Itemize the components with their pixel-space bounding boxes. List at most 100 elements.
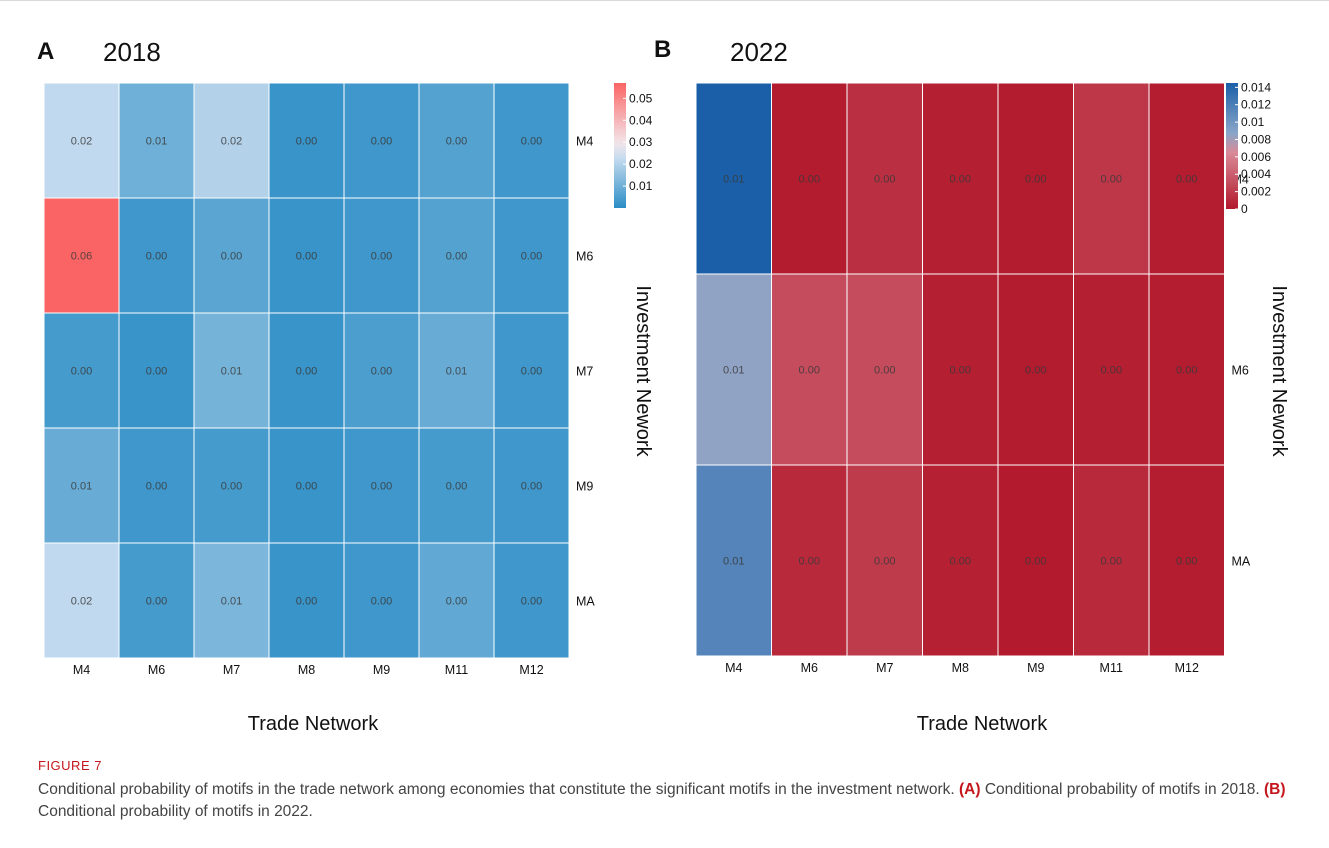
cell-value-label: 0.02 (71, 136, 92, 148)
cell-value-label: 0.00 (521, 481, 542, 493)
x-tick-label: M7 (223, 663, 240, 677)
cell-value-label: 0.00 (799, 174, 820, 186)
heatmap-cell (268, 427, 345, 544)
cell-value-label: 0.01 (446, 366, 467, 378)
colorbar-tick-label: 0.01 (1241, 115, 1265, 129)
caption-text: Conditional probability of motifs in the… (38, 779, 1298, 823)
cell-value-label: 0.00 (146, 596, 167, 608)
cell-value-label: 0.01 (71, 481, 92, 493)
x-tick-label: M9 (373, 663, 390, 677)
colorbar-tick-label: 0.004 (1241, 167, 1271, 181)
cell-value-label: 0.00 (1101, 174, 1122, 186)
cell-value-label: 0.01 (221, 366, 242, 378)
colorbar-tick-label: 0 (1241, 202, 1248, 216)
colorbar-tick-label: 0.008 (1241, 132, 1271, 146)
heatmap-cell (343, 312, 420, 429)
cell-value-label: 0.00 (371, 136, 392, 148)
y-tick-label: MA (576, 595, 595, 609)
x-tick-label: M4 (73, 663, 90, 677)
cell-value-label: 0.00 (221, 481, 242, 493)
cell-value-label: 0.00 (521, 366, 542, 378)
cell-value-label: 0.00 (146, 481, 167, 493)
y-tick-labels-a: M4 M6 M7 M9 MA (576, 135, 595, 609)
heatmap-cell (193, 427, 270, 544)
heatmap-cell (493, 197, 570, 314)
heatmap-cell (118, 197, 195, 314)
cell-value-label: 0.00 (296, 596, 317, 608)
cell-value-label: 0.00 (446, 136, 467, 148)
heatmap-cell (493, 427, 570, 544)
heatmap-cell (695, 82, 772, 275)
heatmap-cell (1148, 464, 1225, 657)
caption-ref-a: (A) (959, 781, 981, 798)
heatmap-cell (343, 197, 420, 314)
cell-value-label: 0.00 (446, 251, 467, 263)
cell-value-label: 0.01 (723, 556, 744, 568)
y-tick-label: MA (1232, 555, 1251, 569)
heatmap-cell (1073, 464, 1150, 657)
cell-value-label: 0.00 (371, 366, 392, 378)
x-tick-label: M8 (952, 661, 969, 675)
x-tick-labels-b: M4 M6 M7 M8 M9 M11 M12 (725, 661, 1199, 675)
x-tick-label: M6 (801, 661, 818, 675)
heatmap-panel-a: A 2018 0.02 0.01 0.02 0.00 0.00 0.00 0.000.06 0… (37, 37, 654, 735)
heatmap-cell (695, 273, 772, 466)
caption-part: Conditional probability of motifs in the… (38, 781, 960, 798)
cell-value-label: 0.00 (1025, 556, 1046, 568)
figure-canvas: A 2018 0.02 0.01 0.02 0.00 0.00 0.00 0.000.06 0… (37, 36, 1290, 735)
colorbar-tick-label: 0.02 (629, 157, 653, 171)
cell-value-label: 0.00 (146, 366, 167, 378)
cell-value-label: 0.00 (1176, 365, 1197, 377)
cell-value-label: 0.00 (371, 596, 392, 608)
heatmap-cell (418, 197, 495, 314)
cell-value-label: 0.00 (799, 365, 820, 377)
colorbar-a: 0.05 0.04 0.03 0.02 0.01 (614, 83, 653, 208)
cell-value-label: 0.00 (950, 174, 971, 186)
cell-value-label: 0.00 (799, 556, 820, 568)
cell-value-label: 0.06 (71, 251, 92, 263)
cell-value-label: 0.00 (874, 365, 895, 377)
cell-value-label: 0.00 (950, 556, 971, 568)
heatmap-cell (118, 82, 195, 199)
y-tick-label: M4 (576, 135, 593, 149)
x-tick-label: M4 (725, 661, 742, 675)
x-tick-label: M9 (1027, 661, 1044, 675)
x-tick-label: M6 (148, 663, 165, 677)
heatmap-cell (493, 312, 570, 429)
cell-value-label: 0.00 (521, 136, 542, 148)
colorbar-gradient (614, 83, 626, 208)
heatmap-cell (343, 427, 420, 544)
heatmap-cell (118, 542, 195, 659)
x-axis-title-a: Trade Network (248, 713, 379, 735)
colorbar-tick-label: 0.04 (629, 113, 653, 127)
heatmap-cell (997, 464, 1074, 657)
figure-caption: FIGURE 7 Conditional probability of moti… (38, 758, 1298, 823)
cell-value-label: 0.00 (1176, 174, 1197, 186)
cell-value-label: 0.00 (950, 365, 971, 377)
cell-value-label: 0.00 (446, 481, 467, 493)
cell-value-label: 0.01 (221, 596, 242, 608)
cell-value-label: 0.00 (1176, 556, 1197, 568)
cell-value-label: 0.00 (874, 556, 895, 568)
cell-value-label: 0.02 (71, 596, 92, 608)
heatmap-cell (268, 542, 345, 659)
cell-value-label: 0.00 (1101, 556, 1122, 568)
cell-value-label: 0.00 (71, 366, 92, 378)
panel-label-b: B (654, 36, 671, 63)
heatmap-cell (43, 542, 120, 659)
y-tick-label: M9 (576, 480, 593, 494)
y-axis-title-a: Investment Nework (632, 285, 654, 457)
cell-value-label: 0.01 (723, 174, 744, 186)
caption-ref-b: (B) (1264, 781, 1286, 798)
caption-part: Conditional probability of motifs in 202… (38, 803, 313, 820)
cell-value-label: 0.00 (296, 366, 317, 378)
cell-value-label: 0.00 (446, 596, 467, 608)
x-tick-label: M8 (298, 663, 315, 677)
heatmap-cells-a: 0.02 0.01 0.02 0.00 0.00 0.00 0.00 0.06 0.00 0.00… (43, 82, 570, 659)
cell-value-label: 0.00 (221, 251, 242, 263)
x-tick-label: M11 (1100, 661, 1123, 675)
colorbar-tick-label: 0.03 (629, 135, 653, 149)
y-axis-title-b: Investment Nework (1268, 285, 1290, 457)
colorbar-tick-label: 0.012 (1241, 98, 1271, 112)
